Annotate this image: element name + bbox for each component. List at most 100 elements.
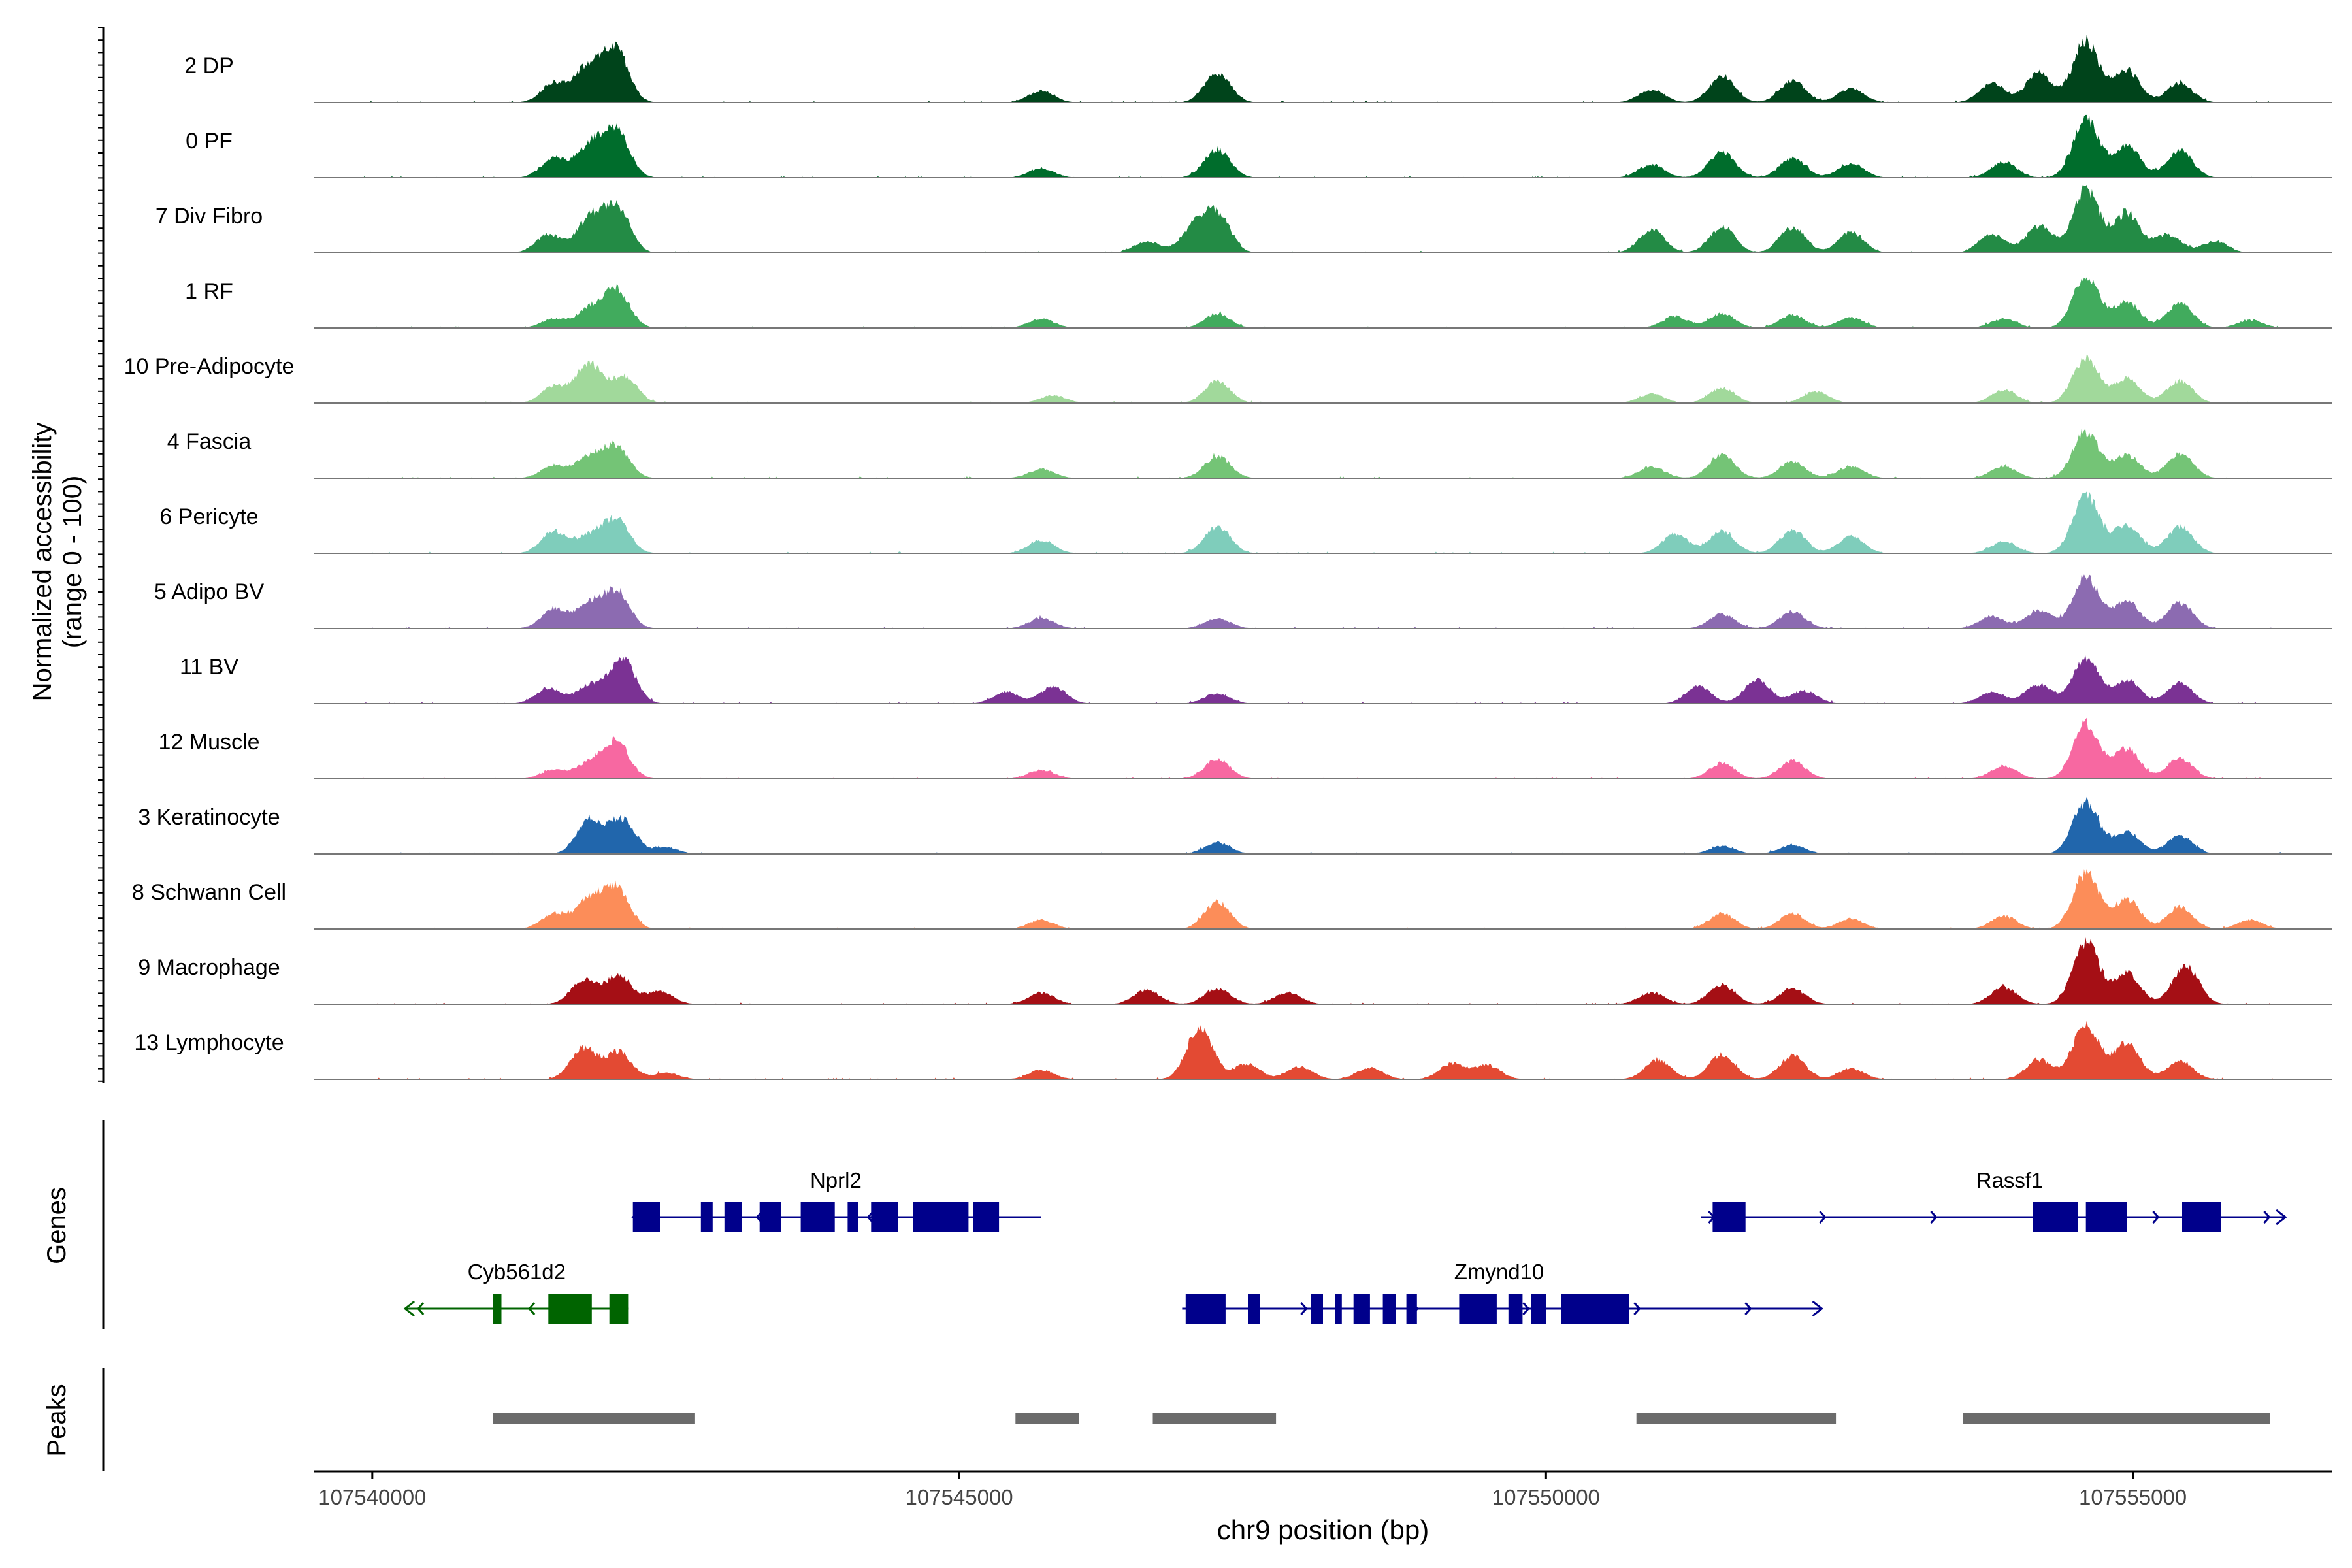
coverage-area	[360, 868, 2286, 929]
coverage-area	[360, 354, 2286, 403]
gene-model: Cyb561d2	[403, 1260, 629, 1324]
accessibility-y-axis	[98, 27, 105, 1083]
x-axis-title: chr9 position (bp)	[1217, 1514, 1429, 1545]
track-label: 0 PF	[186, 129, 233, 154]
coverage-area	[360, 491, 2286, 553]
gene-exon	[871, 1202, 898, 1232]
gene-exon	[632, 1202, 660, 1232]
track-label: 8 Schwann Cell	[132, 880, 286, 905]
strand-arrow	[1744, 1302, 1752, 1315]
track-label: 13 Lymphocyte	[134, 1030, 284, 1055]
peak-track	[493, 1413, 2270, 1424]
gene-exon	[609, 1294, 629, 1324]
y-axis-title-line1: Normalized accessibility	[28, 423, 57, 702]
gene-exon	[1335, 1294, 1342, 1324]
track-label: 9 Macrophage	[138, 955, 280, 980]
strand-arrow	[2276, 1209, 2287, 1226]
peak-region	[1963, 1413, 2270, 1424]
gene-label: Rassf1	[1976, 1168, 2044, 1192]
coverage-track: 1 RF	[185, 277, 2332, 329]
coverage-track: 3 Keratinocyte	[138, 796, 2332, 855]
gene-model: Zmynd10	[1182, 1260, 1823, 1324]
strand-arrow	[1812, 1300, 1823, 1317]
gene-exon	[1508, 1294, 1523, 1324]
x-tick-label: 107550000	[1492, 1485, 1600, 1509]
strand-arrow	[1930, 1211, 1938, 1224]
gene-model: Rassf1	[1701, 1168, 2287, 1232]
coverage-area	[360, 1021, 2286, 1079]
gene-exon	[1712, 1202, 1746, 1232]
strand-arrow	[417, 1302, 425, 1315]
strand-arrow	[1633, 1302, 1641, 1315]
coverage-track: 8 Schwann Cell	[132, 868, 2332, 930]
coverage-area	[360, 936, 2286, 1004]
coverage-track: 0 PF	[186, 114, 2332, 178]
gene-label: Cyb561d2	[468, 1260, 566, 1284]
x-tick-label: 107555000	[2079, 1485, 2187, 1509]
coverage-area	[360, 655, 2286, 704]
coverage-track: 11 BV	[180, 655, 2332, 704]
gene-exon	[2182, 1202, 2221, 1232]
strand-arrow	[403, 1300, 416, 1317]
genes-track-label: Genes	[42, 1187, 71, 1264]
gene-exon	[493, 1294, 502, 1324]
coverage-area	[360, 185, 2286, 253]
strand-arrow	[2263, 1211, 2271, 1224]
track-label: 11 BV	[180, 655, 238, 679]
coverage-area	[360, 35, 2286, 103]
gene-exon	[913, 1202, 969, 1232]
strand-arrow	[1300, 1302, 1308, 1315]
gene-label: Nprl2	[810, 1168, 862, 1192]
gene-exon	[973, 1202, 1000, 1232]
coverage-track: 13 Lymphocyte	[134, 1021, 2332, 1080]
x-axis-ticks: 107540000 107545000 107550000 107555000	[318, 1471, 2187, 1509]
peak-region	[1015, 1413, 1079, 1424]
coverage-track: 10 Pre-Adipocyte	[124, 354, 2332, 404]
gene-exon	[2085, 1202, 2127, 1232]
track-label: 5 Adipo BV	[154, 580, 265, 604]
strand-arrow	[2152, 1211, 2160, 1224]
gene-exon	[1185, 1294, 1226, 1324]
coverage-area	[360, 574, 2286, 629]
coverage-track: 9 Macrophage	[138, 936, 2332, 1005]
coverage-track: 4 Fascia	[167, 429, 2332, 479]
coverage-area	[360, 429, 2286, 478]
gene-exon	[759, 1202, 781, 1232]
x-tick-label: 107540000	[318, 1485, 426, 1509]
gene-exon	[700, 1202, 713, 1232]
gene-exon	[1459, 1294, 1497, 1324]
gene-exon	[800, 1202, 835, 1232]
coverage-area	[360, 277, 2286, 328]
strand-arrow	[1522, 1302, 1530, 1315]
track-label: 10 Pre-Adipocyte	[124, 354, 295, 379]
gene-model: Nprl2	[631, 1168, 1041, 1232]
gene-exon	[1353, 1294, 1370, 1324]
track-label: 4 Fascia	[167, 429, 252, 454]
track-label: 7 Div Fibro	[155, 204, 263, 229]
gene-exon	[724, 1202, 742, 1232]
coverage-area	[360, 717, 2286, 779]
gene-label: Zmynd10	[1454, 1260, 1544, 1284]
coverage-track: 5 Adipo BV	[154, 574, 2332, 629]
peaks-track-label: Peaks	[42, 1384, 71, 1456]
gene-exon	[548, 1294, 592, 1324]
track-label: 6 Pericyte	[159, 504, 258, 529]
coverage-area	[360, 796, 2286, 854]
coverage-track: 12 Muscle	[159, 717, 2332, 779]
gene-exon	[847, 1202, 858, 1232]
peak-region	[493, 1413, 695, 1424]
coverage-track: 2 DP	[184, 35, 2332, 103]
strand-arrow	[1819, 1211, 1827, 1224]
y-axis-title-line2: (range 0 - 100)	[58, 476, 87, 649]
gene-exon	[1311, 1294, 1323, 1324]
gene-track: Nprl2 Rassf1 Cyb561d2 Zmynd10	[403, 1168, 2287, 1324]
track-label: 3 Keratinocyte	[138, 805, 280, 830]
gene-exon	[1382, 1294, 1396, 1324]
strand-arrow	[528, 1302, 536, 1315]
gene-exon	[1406, 1294, 1417, 1324]
gene-exon	[1561, 1294, 1629, 1324]
gene-exon	[1531, 1294, 1546, 1324]
track-label: 12 Muscle	[159, 730, 260, 755]
track-label: 2 DP	[184, 54, 234, 78]
